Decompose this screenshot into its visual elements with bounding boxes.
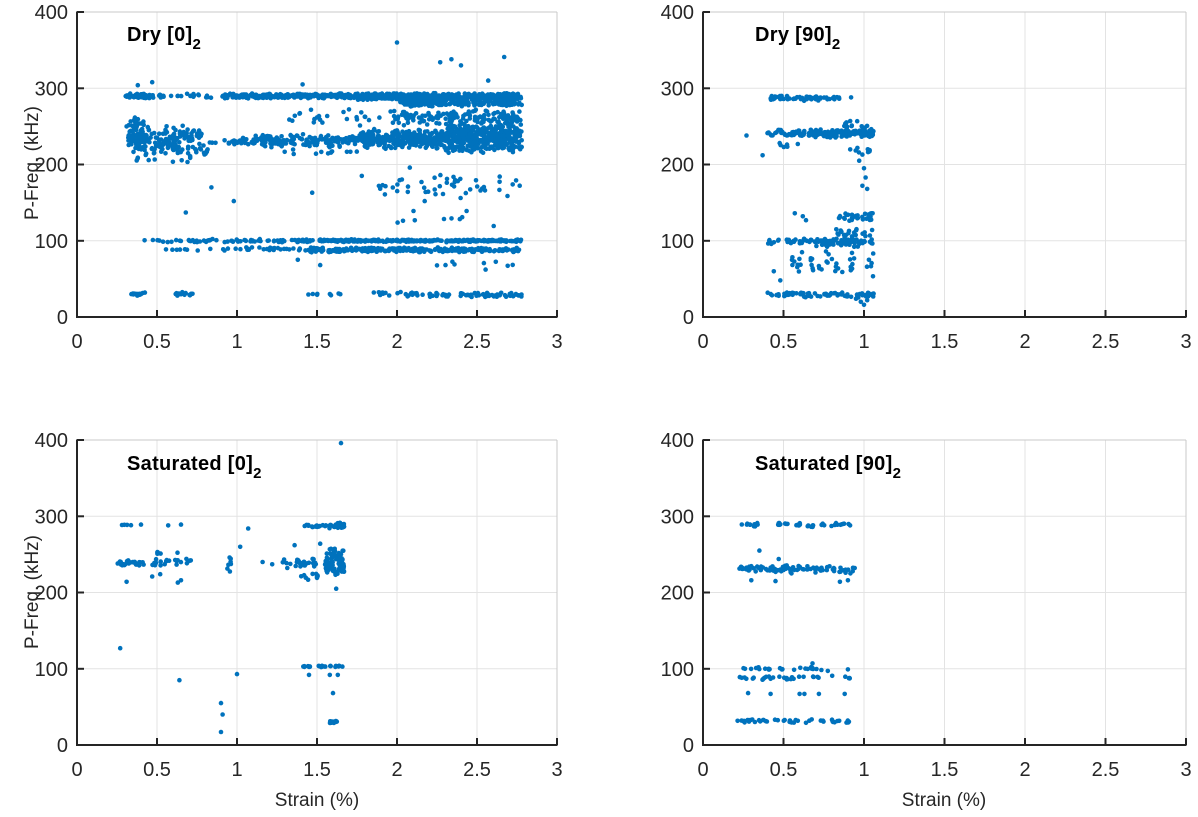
subplot-saturated-90-y-ticks: 0 100 200 300 400 <box>661 430 710 757</box>
svg-text:1.5: 1.5 <box>303 759 331 781</box>
svg-text:0.5: 0.5 <box>770 759 798 781</box>
subplot-saturated-0-grid <box>76 439 558 746</box>
svg-text:3: 3 <box>1180 759 1191 781</box>
svg-text:300: 300 <box>35 506 68 528</box>
subplot-saturated-0: 0 0.5 1 1.5 2 2.5 3 0 100 200 300 400 <box>35 430 563 781</box>
svg-text:1: 1 <box>231 759 242 781</box>
subplot-saturated-90-points <box>735 520 857 726</box>
svg-text:0: 0 <box>697 331 708 353</box>
svg-text:0.5: 0.5 <box>143 331 171 353</box>
subplot-dry-0-x-ticks: 0 0.5 1 1.5 2 2.5 3 <box>71 310 563 353</box>
svg-text:1: 1 <box>858 331 869 353</box>
svg-text:2: 2 <box>1019 331 1030 353</box>
subplot-saturated-90: 0 0.5 1 1.5 2 2.5 3 0 100 200 300 400 <box>661 430 1192 781</box>
svg-text:100: 100 <box>661 231 694 253</box>
subplot-saturated-0-y-ticks: 0 100 200 300 400 <box>35 430 84 757</box>
svg-text:200: 200 <box>35 583 68 605</box>
subplot-saturated-90-grid <box>702 439 1187 746</box>
svg-text:300: 300 <box>661 506 694 528</box>
subplot-saturated-90-x-ticks: 0 0.5 1 1.5 2 2.5 3 <box>697 738 1192 781</box>
svg-text:2: 2 <box>391 331 402 353</box>
svg-text:100: 100 <box>35 659 68 681</box>
subplot-dry-90: 0 0.5 1 1.5 2 2.5 3 0 100 200 300 400 <box>661 2 1192 353</box>
svg-text:200: 200 <box>661 583 694 605</box>
svg-text:2: 2 <box>1019 759 1030 781</box>
subplot-dry-0-y-ticks: 0 100 200 300 400 <box>35 2 84 329</box>
svg-text:1: 1 <box>231 331 242 353</box>
svg-text:400: 400 <box>661 430 694 452</box>
subplot-saturated-0-points <box>115 440 347 735</box>
svg-text:2.5: 2.5 <box>1092 331 1120 353</box>
svg-text:200: 200 <box>661 155 694 177</box>
svg-text:1: 1 <box>858 759 869 781</box>
svg-text:0.5: 0.5 <box>143 759 171 781</box>
svg-text:2.5: 2.5 <box>463 759 491 781</box>
subplot-saturated-0-x-ticks: 0 0.5 1 1.5 2 2.5 3 <box>71 738 563 781</box>
svg-text:2.5: 2.5 <box>1092 759 1120 781</box>
svg-text:1.5: 1.5 <box>303 331 331 353</box>
svg-text:2: 2 <box>391 759 402 781</box>
svg-text:3: 3 <box>551 331 562 353</box>
svg-text:3: 3 <box>1180 331 1191 353</box>
svg-text:300: 300 <box>35 78 68 100</box>
svg-text:400: 400 <box>35 2 68 24</box>
svg-text:0: 0 <box>683 735 694 757</box>
svg-text:200: 200 <box>35 155 68 177</box>
subplot-dry-0-points <box>123 40 524 300</box>
svg-text:0.5: 0.5 <box>770 331 798 353</box>
svg-text:300: 300 <box>661 78 694 100</box>
subplot-dry-90-points <box>744 93 876 308</box>
svg-text:0: 0 <box>57 735 68 757</box>
subplot-dry-90-y-ticks: 0 100 200 300 400 <box>661 2 710 329</box>
svg-text:0: 0 <box>71 759 82 781</box>
svg-text:3: 3 <box>551 759 562 781</box>
subplot-dry-90-x-ticks: 0 0.5 1 1.5 2 2.5 3 <box>697 310 1192 353</box>
svg-text:0: 0 <box>697 759 708 781</box>
svg-text:0: 0 <box>683 307 694 329</box>
subplot-dry-0: 0 0.5 1 1.5 2 2.5 3 0 100 200 300 400 <box>35 2 563 353</box>
svg-text:0: 0 <box>71 331 82 353</box>
svg-text:1.5: 1.5 <box>931 759 959 781</box>
svg-text:100: 100 <box>35 231 68 253</box>
svg-text:0: 0 <box>57 307 68 329</box>
svg-text:2.5: 2.5 <box>463 331 491 353</box>
svg-text:100: 100 <box>661 659 694 681</box>
svg-text:1.5: 1.5 <box>931 331 959 353</box>
svg-text:400: 400 <box>661 2 694 24</box>
svg-text:400: 400 <box>35 430 68 452</box>
